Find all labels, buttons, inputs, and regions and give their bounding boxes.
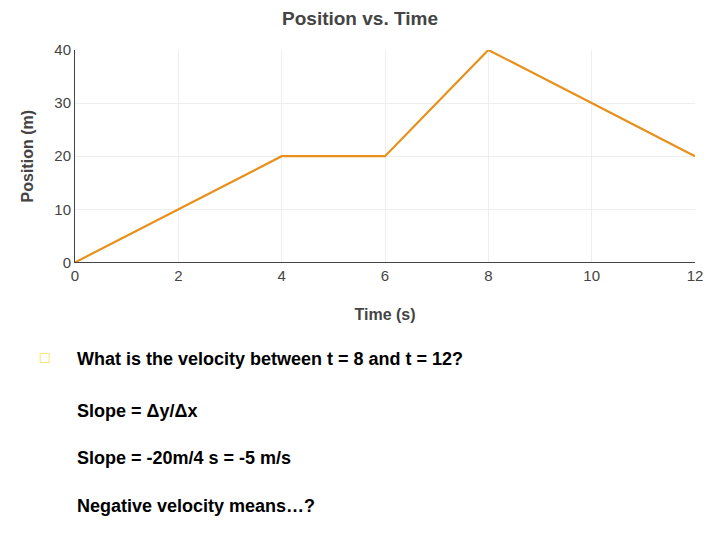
svg-text:What is the velocity between t: What is the velocity between t = 8 and t… — [77, 349, 463, 369]
svg-text:6: 6 — [381, 267, 389, 284]
svg-text:Slope = Δy/Δx: Slope = Δy/Δx — [77, 401, 197, 421]
svg-text:Position vs. Time: Position vs. Time — [282, 8, 438, 29]
svg-text:30: 30 — [54, 94, 71, 111]
svg-text:Position (m): Position (m) — [19, 110, 36, 202]
svg-text:□: □ — [40, 349, 50, 366]
svg-text:0: 0 — [71, 267, 79, 284]
svg-text:8: 8 — [484, 267, 492, 284]
svg-text:40: 40 — [54, 41, 71, 58]
svg-text:2: 2 — [174, 267, 182, 284]
svg-text:Negative velocity means…?: Negative velocity means…? — [77, 496, 315, 516]
svg-text:Time (s): Time (s) — [354, 306, 415, 323]
svg-text:10: 10 — [583, 267, 600, 284]
svg-text:Slope = -20m/4 s = -5 m/s: Slope = -20m/4 s = -5 m/s — [77, 448, 291, 468]
svg-text:10: 10 — [54, 201, 71, 218]
svg-text:4: 4 — [277, 267, 285, 284]
svg-text:12: 12 — [687, 267, 704, 284]
svg-text:0: 0 — [63, 254, 71, 271]
svg-text:20: 20 — [54, 147, 71, 164]
